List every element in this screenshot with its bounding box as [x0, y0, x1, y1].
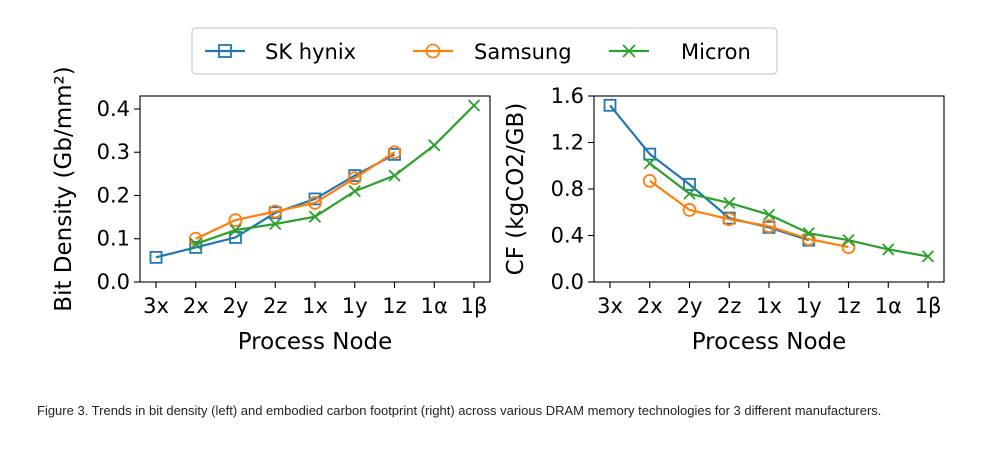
data-point [149, 250, 163, 264]
x-tick-label: 2y [223, 294, 249, 318]
data-point [642, 173, 657, 188]
data-point [802, 227, 815, 240]
x-tick-label: 1β [461, 294, 488, 318]
y-tick-label: 1.2 [551, 131, 584, 155]
data-point [723, 196, 736, 210]
data-point [229, 223, 242, 237]
data-point [762, 208, 776, 221]
y-tick-label: 1.6 [551, 84, 584, 108]
series-line-sk-hynix [155, 153, 396, 259]
series-line-micron [649, 162, 929, 258]
series-sk-hynix [603, 98, 816, 247]
data-point [189, 240, 203, 254]
legend-marker-micron [622, 44, 636, 58]
data-point [308, 195, 322, 210]
y-tick-label: 0.1 [97, 227, 130, 251]
series-samsung [188, 145, 402, 246]
figure-caption: Figure 3. Trends in bit density (left) a… [37, 403, 882, 418]
data-point [387, 145, 402, 160]
x-tick-label: 3x [143, 294, 169, 318]
x-tick-label: 1α [875, 294, 902, 318]
data-point [683, 177, 696, 191]
legend-item-sk-hynix: SK hynix [205, 40, 356, 64]
data-point [683, 187, 696, 200]
data-point [842, 234, 855, 247]
data-point [269, 217, 282, 231]
carbon-footprint-chart: CF (kgCO2/GB) Process Node 0.0 0.4 0.8 1.2 1… [503, 84, 945, 355]
x-axis-label: Process Node [238, 329, 393, 355]
x-tick-label: 2x [637, 294, 663, 318]
series-micron [189, 99, 481, 251]
y-tick-label: 0.0 [97, 270, 130, 294]
series-line-samsung [195, 151, 396, 240]
legend-label-micron: Micron [681, 40, 751, 64]
data-point [722, 212, 737, 227]
x-tick-label: 2y [677, 294, 703, 318]
data-point [347, 171, 362, 186]
data-point [229, 231, 242, 244]
data-point [467, 99, 481, 112]
x-tick-label: 1z [382, 294, 406, 318]
x-axis-label: Process Node [692, 329, 847, 355]
x-tick-label: 1y [342, 294, 368, 318]
data-point [603, 98, 617, 112]
x-tick-label: 1z [836, 294, 860, 318]
y-tick-label: 0.2 [97, 183, 130, 207]
data-point [643, 147, 657, 161]
data-point [921, 250, 935, 263]
data-point [348, 185, 361, 198]
x-tick-label: 1x [756, 294, 782, 318]
data-point [882, 243, 895, 256]
legend-item-samsung: Samsung [413, 40, 572, 64]
data-point [682, 203, 697, 217]
legend-item-micron: Micron [609, 40, 751, 64]
legend-marker-samsung [425, 43, 441, 59]
x-tick-label: 1α [421, 294, 448, 318]
x-tick-label: 1x [302, 294, 328, 318]
data-point [228, 213, 243, 228]
x-tick-label: 2z [717, 294, 741, 318]
series-samsung [642, 173, 856, 255]
y-tick-label: 0.4 [551, 224, 584, 248]
y-tick-label: 0.8 [551, 177, 584, 201]
x-tick-label: 1β [915, 294, 942, 318]
y-tick-label: 0.4 [97, 97, 130, 121]
legend: SK hynix Samsung Micron [191, 27, 778, 75]
legend-marker-sk-hynix [218, 44, 232, 58]
data-point [762, 219, 776, 234]
plot-area-frame [139, 95, 491, 283]
legend-label-sk-hynix: SK hynix [265, 40, 356, 64]
plot-area-frame [593, 95, 945, 283]
series-line-micron [195, 104, 475, 245]
series-line-sk-hynix [609, 104, 810, 242]
data-point [388, 169, 401, 182]
x-tick-label: 2z [263, 294, 287, 318]
x-tick-label: 3x [597, 294, 623, 318]
y-axis-label: Bit Density (Gb/mm²) [51, 66, 77, 311]
legend-frame [191, 27, 778, 75]
x-tick-label: 1y [796, 294, 822, 318]
data-point [643, 157, 656, 170]
data-point [308, 210, 322, 223]
data-point [428, 139, 441, 152]
data-point [268, 204, 283, 219]
y-tick-label: 0.3 [97, 140, 130, 164]
x-tick-label: 2x [183, 294, 209, 318]
bit-density-chart: Bit Density (Gb/mm²) Process Node 0.0 0.1… [51, 66, 491, 355]
data-point [189, 237, 202, 251]
y-tick-label: 0.0 [551, 270, 584, 294]
series-line-samsung [649, 180, 849, 249]
series-micron [643, 157, 935, 263]
y-axis-label: CF (kgCO2/GB) [503, 103, 529, 276]
legend-label-samsung: Samsung [474, 40, 572, 64]
